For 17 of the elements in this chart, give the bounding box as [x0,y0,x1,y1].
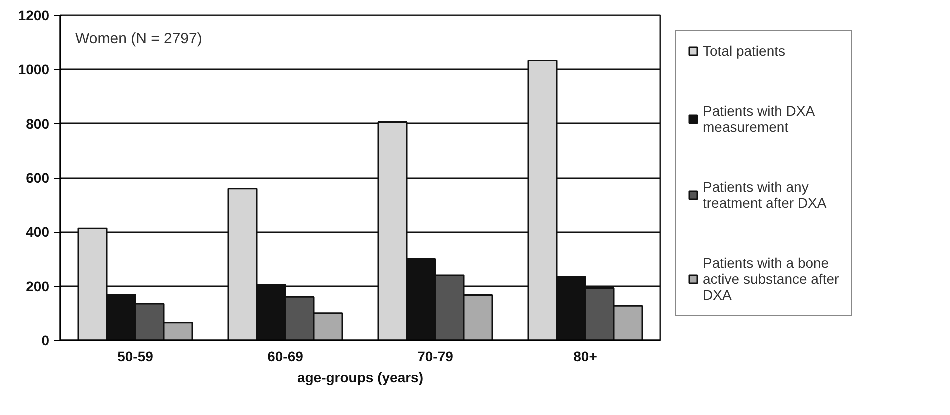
x-axis-title: age-groups (years) [297,370,424,386]
legend-label: Patients with DXA measurement [703,103,816,135]
legend-label: Patients with a bone active substance after DXA [703,255,840,303]
y-tick-label: 200 [26,278,50,294]
x-tick-label: 60-69 [268,348,304,364]
y-tick-label: 1200 [18,8,50,24]
x-tick-label: 50-59 [118,348,154,364]
annotation: Women (N = 2797) [76,30,202,48]
y-tick-label: 400 [26,224,50,240]
y-tick-label: 0 [42,332,50,348]
x-tick-label: 70-79 [418,348,454,364]
legend-label: Total patients [703,43,786,59]
y-tick-label: 800 [26,116,50,132]
x-tick-label: 80+ [574,348,598,364]
y-tick-label: 1000 [18,62,50,78]
legend-label: Patients with any treatment after DXA [703,179,827,211]
y-tick-label: 600 [26,170,50,186]
